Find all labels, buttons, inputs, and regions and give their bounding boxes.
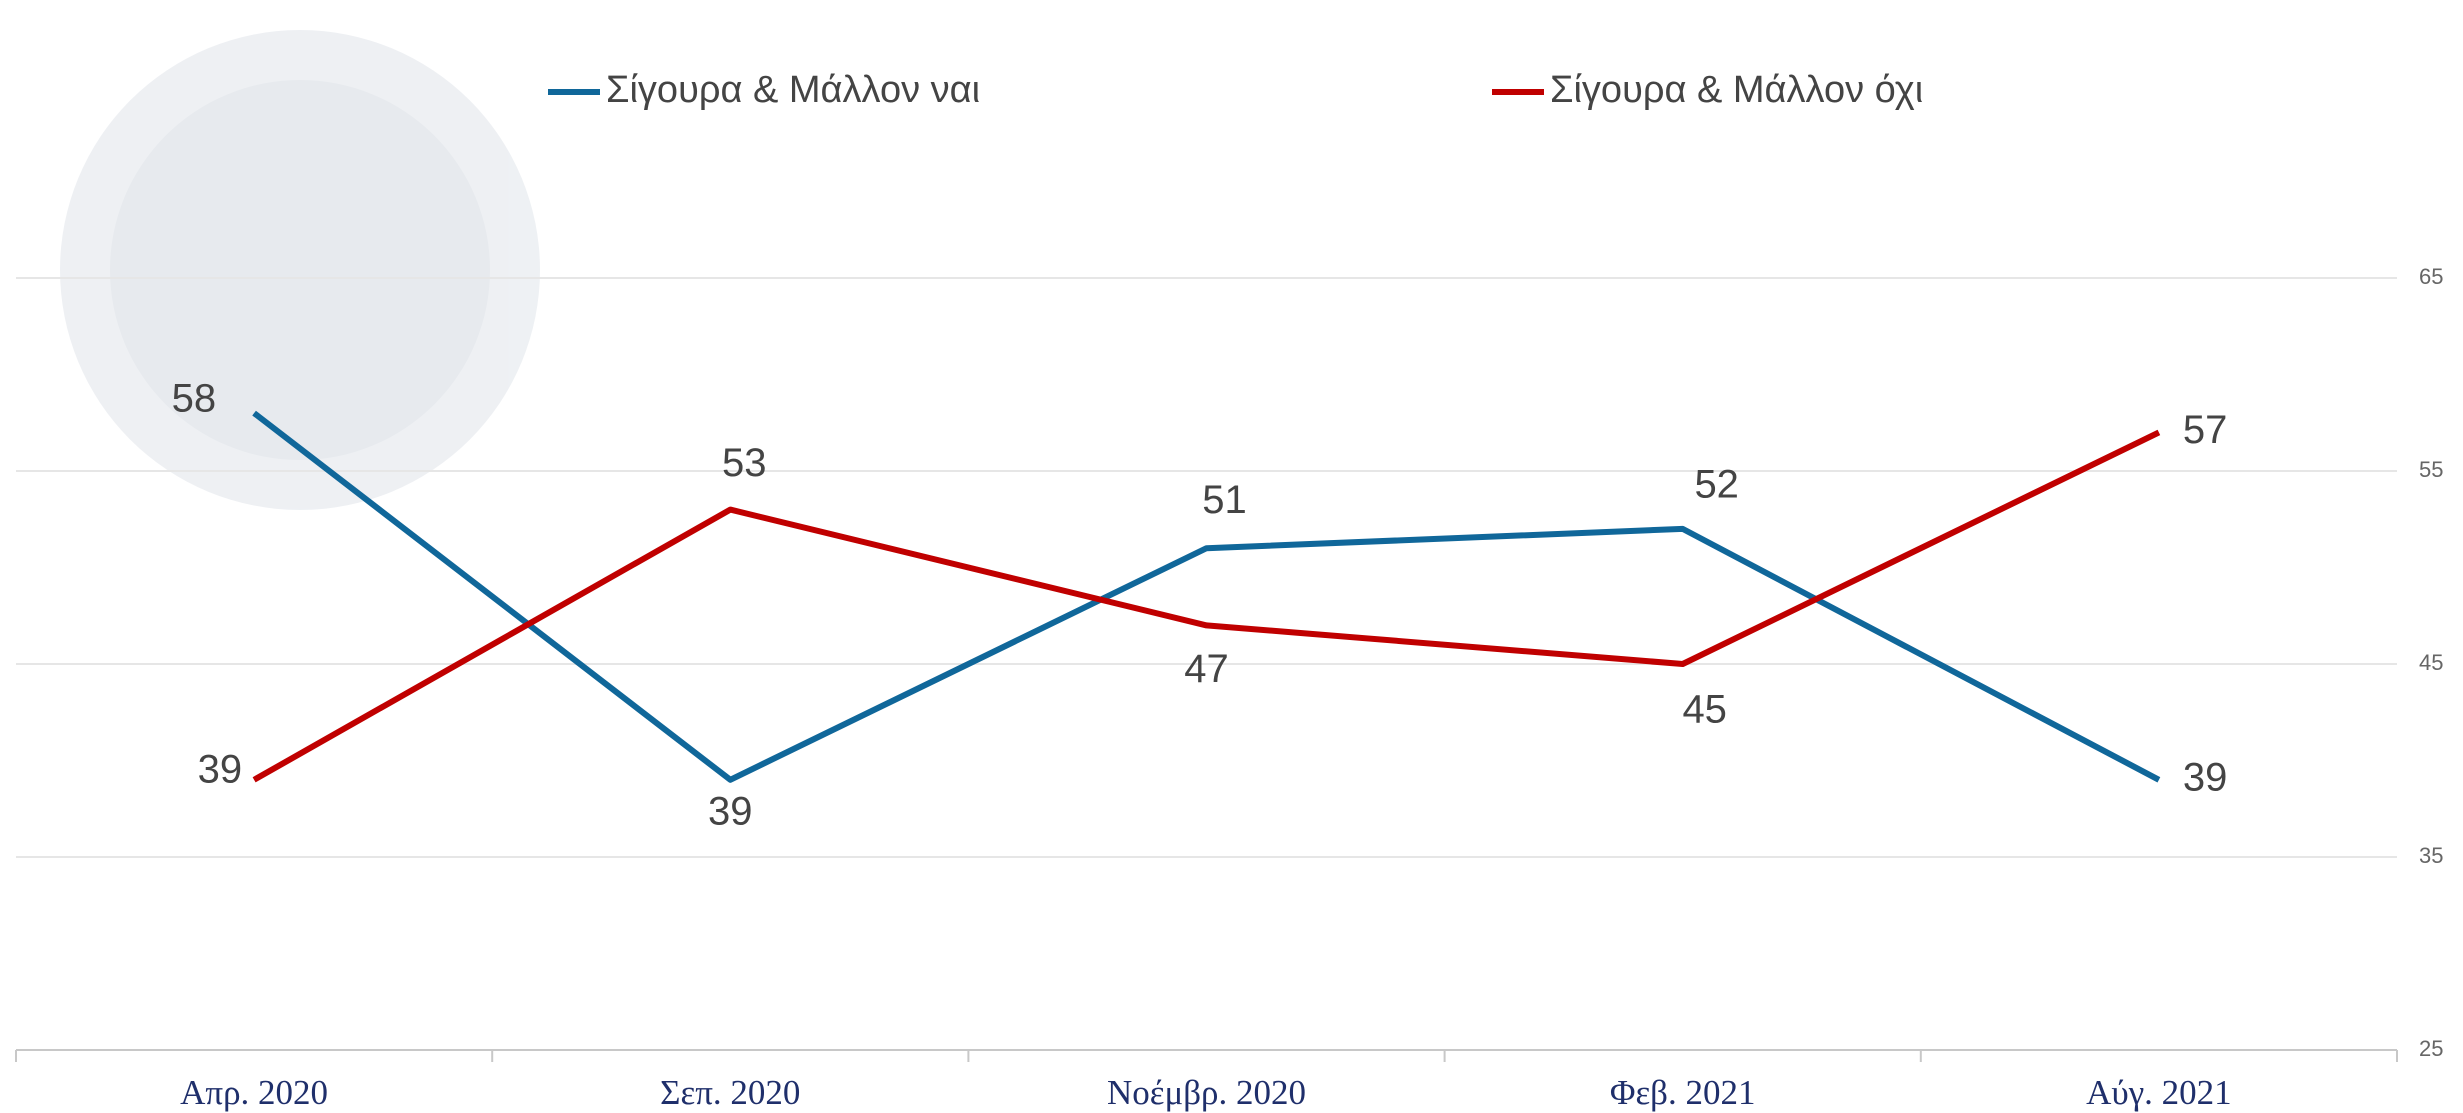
y-tick-label: 45 — [2419, 650, 2443, 675]
data-label: 53 — [722, 441, 767, 485]
data-label: 58 — [172, 377, 217, 421]
x-tick-label: Φεβ. 2021 — [1610, 1073, 1756, 1112]
series-line — [252, 410, 2161, 783]
series-line — [252, 429, 2161, 783]
data-label: 39 — [2183, 755, 2228, 799]
x-tick-label: Νοέμβρ. 2020 — [1107, 1073, 1306, 1112]
data-label: 57 — [2183, 408, 2228, 452]
legend-label: Σίγουρα & Μάλλον όχι — [1550, 69, 1923, 111]
data-label: 52 — [1694, 462, 1739, 506]
y-tick-label: 65 — [2419, 264, 2443, 289]
virus-decoration — [60, 30, 540, 510]
y-tick-label: 35 — [2419, 843, 2443, 868]
y-tick-label: 55 — [2419, 457, 2443, 482]
data-label: 39 — [198, 747, 243, 791]
x-tick-label: Σεπ. 2020 — [660, 1073, 800, 1112]
data-label: 39 — [708, 789, 753, 833]
legend-label: Σίγουρα & Μάλλον ναι — [606, 69, 980, 111]
data-label: 45 — [1682, 688, 1727, 732]
x-tick-label: Απρ. 2020 — [180, 1073, 328, 1112]
data-label: 47 — [1184, 647, 1229, 691]
data-label: 51 — [1202, 478, 1247, 522]
y-tick-label: 25 — [2419, 1036, 2443, 1061]
x-tick-label: Αύγ. 2021 — [2086, 1073, 2232, 1112]
